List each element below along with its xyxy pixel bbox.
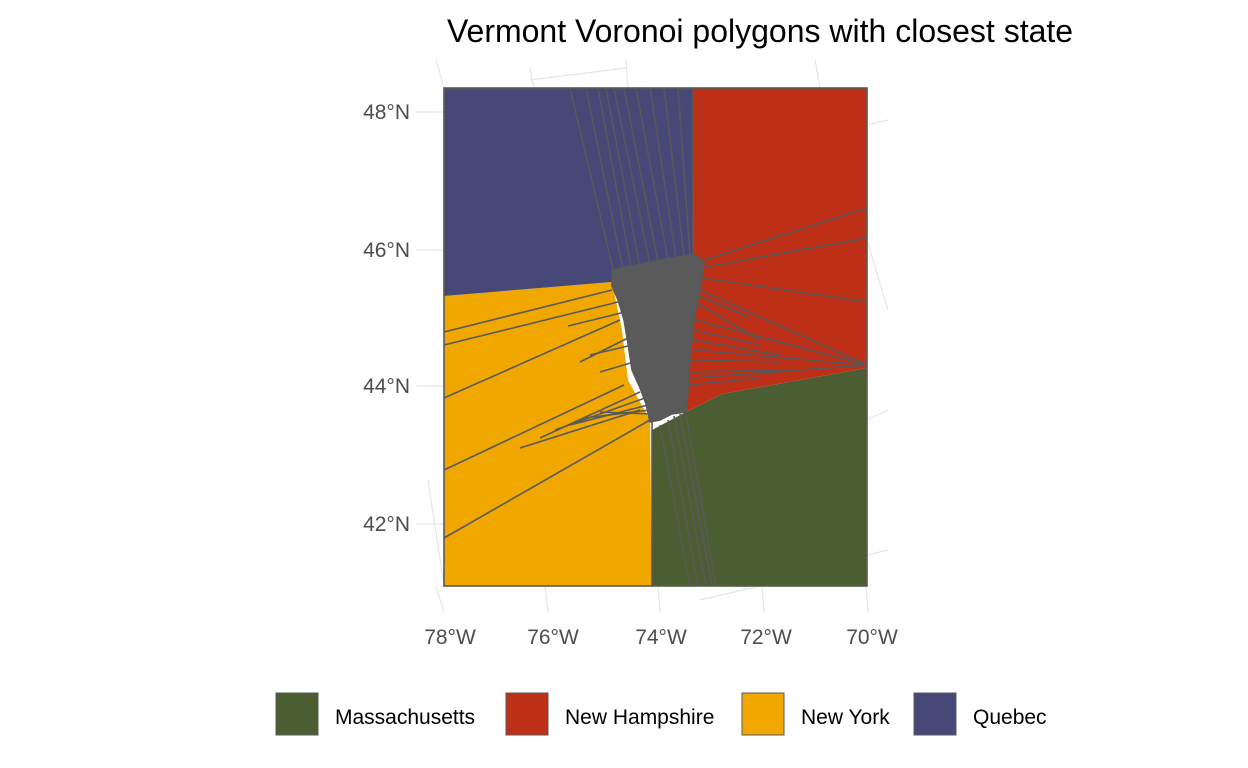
chart-title: Vermont Voronoi polygons with closest st…	[447, 13, 1073, 49]
y-tick-label: 44°N	[363, 375, 410, 398]
legend-label-new-hampshire: New Hampshire	[565, 706, 714, 729]
x-tick-label: 72°W	[740, 626, 792, 649]
legend-swatch-quebec	[913, 692, 957, 736]
x-tick-label: 76°W	[527, 626, 579, 649]
x-tick-label: 70°W	[846, 626, 898, 649]
legend-swatch-new-hampshire	[505, 692, 549, 736]
y-axis: 48°N 46°N 44°N 42°N	[363, 101, 410, 536]
region-quebec	[444, 88, 694, 296]
voronoi-edges	[443, 87, 868, 587]
x-tick-label: 78°W	[424, 626, 476, 649]
y-tick-label: 48°N	[363, 101, 410, 124]
x-axis: 78°W 76°W 74°W 72°W 70°W	[424, 626, 898, 649]
graticule	[416, 59, 889, 613]
y-tick-label: 42°N	[363, 513, 410, 536]
legend-swatch-new-york	[741, 692, 785, 736]
y-tick-label: 46°N	[363, 239, 410, 262]
map-frame	[443, 87, 868, 587]
legend-label-massachusetts: Massachusetts	[335, 706, 475, 729]
region-new-hampshire	[686, 88, 867, 412]
legend-swatch-massachusetts	[275, 692, 319, 736]
legend-label-new-york: New York	[801, 706, 890, 729]
legend: Massachusetts New Hampshire New York Que…	[275, 692, 1047, 736]
legend-label-quebec: Quebec	[973, 706, 1047, 729]
x-tick-label: 74°W	[635, 626, 687, 649]
vermont-polygon	[611, 253, 705, 423]
